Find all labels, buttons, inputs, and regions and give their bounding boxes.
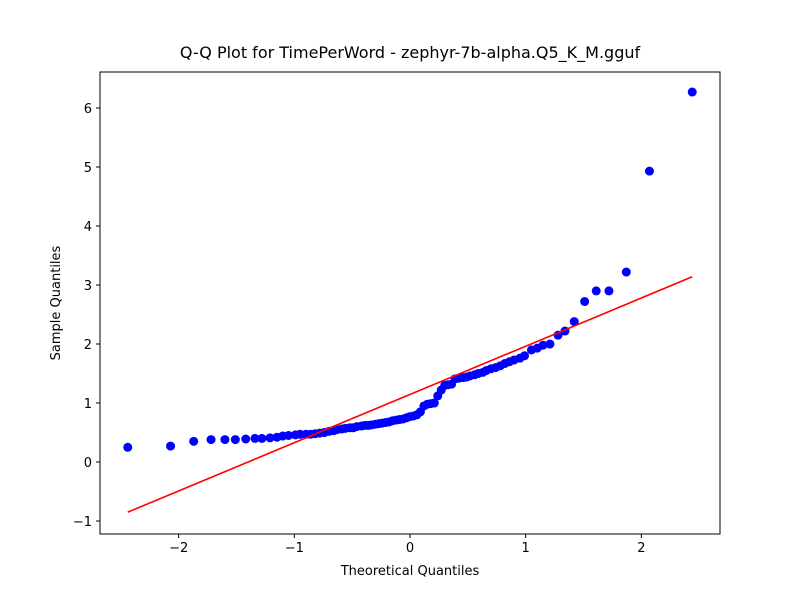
y-tick-label: 6 bbox=[84, 102, 92, 117]
point bbox=[520, 351, 530, 361]
x-tick-label: 0 bbox=[406, 541, 414, 556]
chart-title: Q-Q Plot for TimePerWord - zephyr-7b-alp… bbox=[180, 43, 641, 63]
point bbox=[166, 441, 176, 451]
point bbox=[189, 436, 199, 446]
point bbox=[220, 435, 230, 445]
y-axis-label: Sample Quantiles bbox=[49, 245, 64, 360]
point bbox=[687, 87, 697, 97]
y-tick-label: 5 bbox=[84, 161, 92, 176]
x-tick-label: −1 bbox=[285, 541, 304, 556]
y-tick-label: 4 bbox=[84, 220, 92, 235]
point bbox=[265, 433, 275, 443]
y-tick-label: 3 bbox=[84, 279, 92, 294]
point bbox=[429, 398, 439, 408]
fit-line bbox=[127, 276, 693, 513]
x-axis-label: Theoretical Quantiles bbox=[340, 564, 480, 579]
x-tick-label: −2 bbox=[169, 541, 188, 556]
axes-frame bbox=[99, 71, 721, 535]
point bbox=[569, 317, 579, 327]
x-tick-label: 1 bbox=[522, 541, 530, 556]
point bbox=[123, 442, 133, 452]
y-tick-label: 2 bbox=[84, 338, 92, 353]
point bbox=[206, 435, 216, 445]
y-tick-label: −1 bbox=[73, 515, 92, 530]
point bbox=[621, 267, 631, 277]
point bbox=[241, 434, 251, 444]
y-tick-label: 1 bbox=[84, 397, 92, 412]
point bbox=[284, 430, 294, 440]
y-tick-label: 0 bbox=[84, 456, 92, 471]
point bbox=[545, 339, 555, 349]
point bbox=[604, 286, 614, 296]
point bbox=[580, 297, 590, 307]
x-tick-label: 2 bbox=[637, 541, 645, 556]
point bbox=[257, 433, 267, 443]
point bbox=[644, 166, 654, 176]
point bbox=[538, 340, 548, 350]
point bbox=[591, 286, 601, 296]
point bbox=[250, 433, 260, 443]
point bbox=[230, 435, 240, 445]
